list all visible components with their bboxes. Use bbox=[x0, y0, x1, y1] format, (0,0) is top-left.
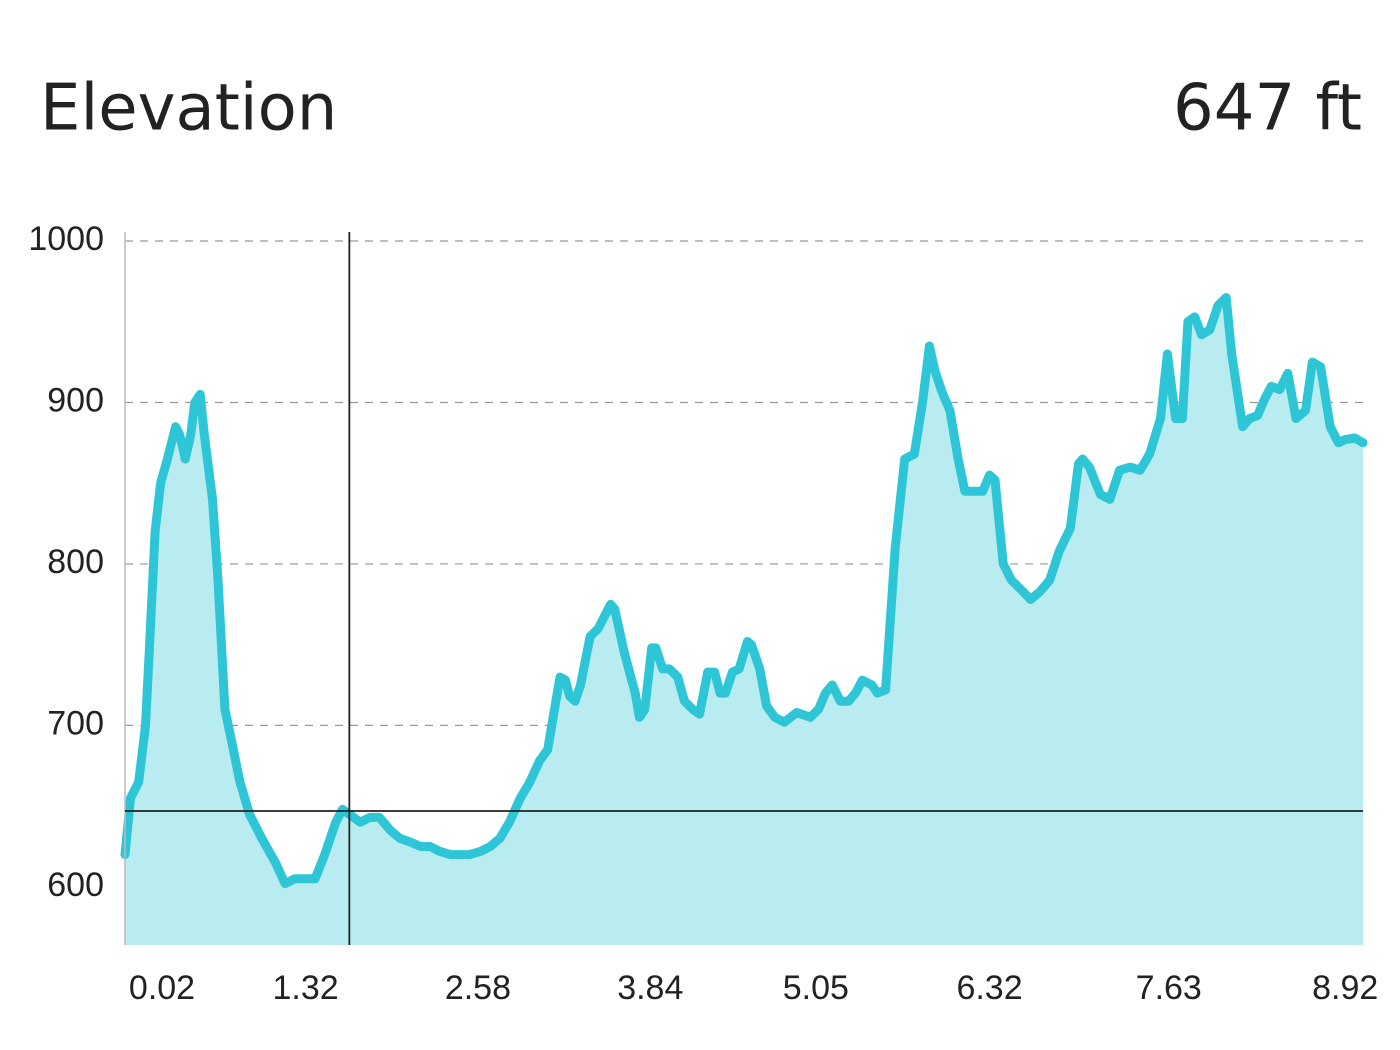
elevation-line bbox=[120, 293, 1368, 889]
y-tick-label: 600 bbox=[47, 866, 104, 904]
y-tick-label: 700 bbox=[47, 704, 104, 742]
x-tick-label: 5.05 bbox=[783, 969, 849, 1007]
x-tick-label: 0.02 bbox=[129, 969, 195, 1007]
y-tick-label: 800 bbox=[47, 543, 104, 581]
elevation-readout: 647 ft bbox=[1173, 72, 1362, 146]
x-tick-label: 3.84 bbox=[617, 969, 683, 1007]
y-tick-label: 900 bbox=[47, 381, 104, 419]
x-tick-label: 1.32 bbox=[272, 969, 338, 1007]
elevation-area bbox=[125, 297, 1363, 945]
chart-title: Elevation bbox=[40, 72, 337, 146]
x-tick-label: 6.32 bbox=[956, 969, 1022, 1007]
y-tick-label: 1000 bbox=[28, 220, 104, 258]
x-tick-label: 8.92 bbox=[1312, 969, 1378, 1007]
x-tick-label: 2.58 bbox=[445, 969, 511, 1007]
x-tick-label: 7.63 bbox=[1136, 969, 1202, 1007]
